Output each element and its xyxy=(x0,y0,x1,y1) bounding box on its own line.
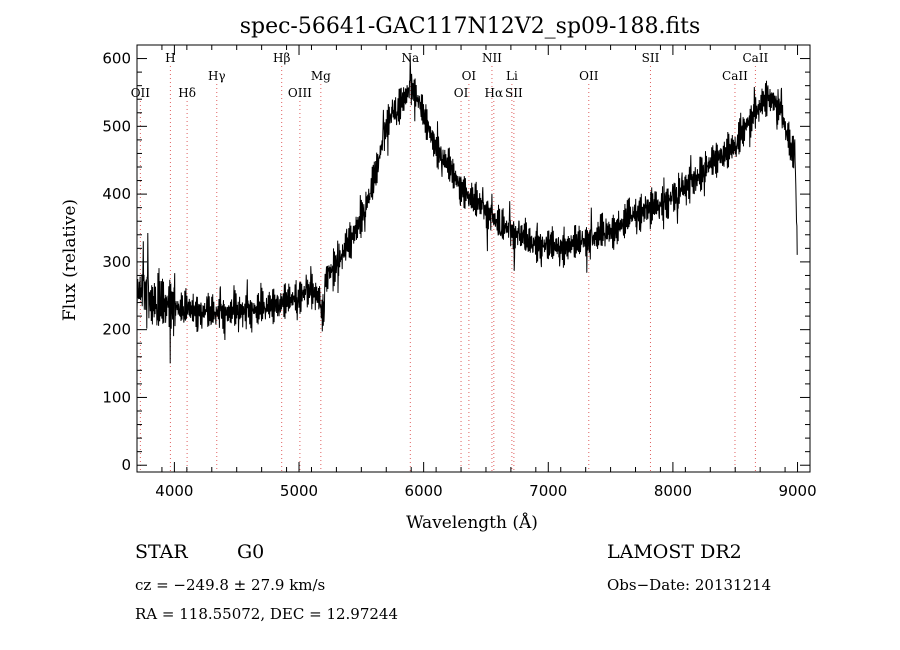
y-tick-label: 300 xyxy=(102,253,131,271)
spectral-line-label: Mg xyxy=(311,69,331,83)
spectral-line-label: CaII xyxy=(722,69,748,83)
y-tick-label: 0 xyxy=(121,456,131,474)
spectral-line-label: SII xyxy=(505,86,523,100)
x-tick-label: 8000 xyxy=(654,482,692,500)
chart-title: spec-56641-GAC117N12V2_sp09-188.fits xyxy=(240,14,701,39)
spectral-line-label: OII xyxy=(579,69,599,83)
y-tick-label: 400 xyxy=(102,185,131,203)
spectral-line-label: OIII xyxy=(288,86,312,100)
spectral-line-label: OI xyxy=(462,69,477,83)
spectral-line-label: Li xyxy=(506,69,518,83)
y-tick-label: 500 xyxy=(102,117,131,135)
survey-label: LAMOST DR2 xyxy=(607,541,742,563)
y-axis-label: Flux (relative) xyxy=(60,199,80,321)
coordinates-readout: RA = 118.55072, DEC = 12.97244 xyxy=(135,605,399,623)
y-tick-label: 200 xyxy=(102,321,131,339)
y-tick-label: 600 xyxy=(102,50,131,68)
x-tick-label: 5000 xyxy=(280,482,318,500)
object-class: STAR xyxy=(135,541,188,563)
x-tick-label: 9000 xyxy=(778,482,816,500)
spectral-line-label: CaII xyxy=(742,51,768,65)
x-tick-label: 4000 xyxy=(155,482,193,500)
spectral-line-label: NII xyxy=(482,51,502,65)
spectral-line-label: H xyxy=(165,51,175,65)
plot-frame xyxy=(136,44,811,473)
y-tick-label: 100 xyxy=(102,388,131,406)
x-axis-label: Wavelength (Å) xyxy=(406,512,538,533)
spectral-line-label: Hδ xyxy=(178,86,196,100)
x-tick-label: 6000 xyxy=(405,482,443,500)
spectral-line-label: OII xyxy=(131,86,151,100)
redshift-readout: cz = −249.8 ± 27.9 km/s xyxy=(135,576,326,594)
spectrum-series xyxy=(136,55,798,364)
obs-date: Obs−Date: 20131214 xyxy=(607,576,772,594)
spectral-line-label: Hβ xyxy=(273,51,290,65)
x-tick-label: 7000 xyxy=(529,482,567,500)
spectral-line-label: SII xyxy=(642,51,660,65)
spectral-line-label: Hα xyxy=(485,86,504,100)
object-subclass: G0 xyxy=(237,541,265,563)
spectral-line-label: OI xyxy=(454,86,469,100)
spectral-line-label: Hγ xyxy=(208,69,226,83)
